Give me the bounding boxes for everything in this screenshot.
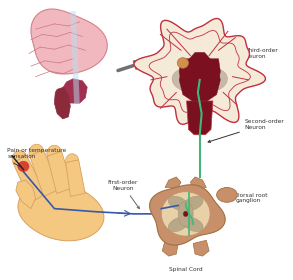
Polygon shape: [66, 154, 79, 162]
Polygon shape: [149, 31, 250, 112]
Ellipse shape: [168, 217, 188, 232]
Polygon shape: [179, 59, 195, 82]
Text: Third-order
Neuron: Third-order Neuron: [208, 48, 277, 66]
Ellipse shape: [183, 211, 188, 216]
Polygon shape: [162, 240, 178, 256]
Polygon shape: [30, 150, 59, 197]
Polygon shape: [150, 185, 225, 245]
Polygon shape: [165, 177, 181, 188]
Polygon shape: [12, 151, 26, 163]
Ellipse shape: [168, 196, 188, 211]
Text: Pain or temperature
sensation: Pain or temperature sensation: [7, 148, 67, 159]
Polygon shape: [18, 183, 104, 241]
Ellipse shape: [18, 161, 29, 172]
Polygon shape: [13, 155, 46, 202]
Polygon shape: [179, 52, 220, 101]
Polygon shape: [187, 101, 213, 135]
Ellipse shape: [172, 68, 205, 92]
Polygon shape: [66, 160, 85, 197]
Polygon shape: [47, 145, 62, 156]
Polygon shape: [193, 240, 209, 256]
Ellipse shape: [183, 196, 203, 211]
Ellipse shape: [161, 192, 210, 236]
Text: Dorsal root
ganglion: Dorsal root ganglion: [230, 193, 268, 204]
Ellipse shape: [183, 217, 203, 232]
Polygon shape: [134, 18, 265, 124]
Polygon shape: [31, 9, 107, 74]
Ellipse shape: [195, 68, 227, 92]
Text: Spinal Cord: Spinal Cord: [169, 267, 202, 272]
Polygon shape: [16, 180, 36, 209]
Ellipse shape: [178, 201, 193, 227]
Text: First-order
Neuron: First-order Neuron: [108, 180, 139, 209]
Ellipse shape: [177, 58, 188, 68]
Polygon shape: [62, 79, 87, 103]
Polygon shape: [54, 87, 70, 119]
Polygon shape: [205, 59, 220, 82]
Text: Second-order
Neuron: Second-order Neuron: [208, 119, 285, 143]
Polygon shape: [47, 151, 73, 193]
Polygon shape: [70, 11, 80, 103]
Polygon shape: [29, 144, 43, 156]
Polygon shape: [190, 177, 206, 188]
Ellipse shape: [217, 188, 237, 202]
